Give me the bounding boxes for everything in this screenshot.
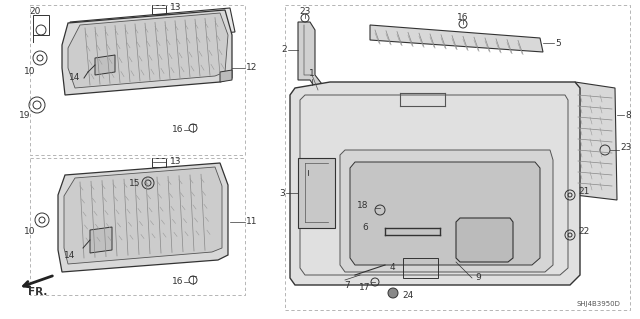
Text: 23: 23 (300, 8, 310, 17)
Text: 17: 17 (359, 284, 371, 293)
Text: 16: 16 (172, 125, 183, 135)
Polygon shape (298, 22, 325, 95)
Text: 8: 8 (625, 110, 631, 120)
Polygon shape (95, 55, 115, 75)
Text: 19: 19 (19, 110, 31, 120)
Polygon shape (290, 82, 580, 285)
Text: 7: 7 (344, 280, 350, 290)
Text: SHJ4B3950D: SHJ4B3950D (576, 301, 620, 307)
Text: 9: 9 (475, 273, 481, 283)
Bar (152, 158, 166, 167)
Text: 16: 16 (172, 278, 183, 286)
Text: 13: 13 (170, 4, 182, 12)
Text: 15: 15 (129, 179, 140, 188)
Polygon shape (70, 8, 235, 46)
Text: 23: 23 (620, 144, 632, 152)
Text: 3: 3 (279, 189, 285, 197)
Polygon shape (350, 162, 540, 265)
Polygon shape (298, 158, 335, 228)
Text: 24: 24 (402, 292, 413, 300)
Text: 22: 22 (578, 227, 589, 236)
Polygon shape (68, 13, 228, 88)
Bar (33, 15, 49, 35)
Circle shape (388, 288, 398, 298)
Text: 10: 10 (24, 68, 36, 77)
Text: 12: 12 (246, 63, 257, 72)
Text: 2: 2 (282, 46, 287, 55)
Polygon shape (62, 10, 232, 95)
Text: 16: 16 (457, 12, 468, 21)
Polygon shape (340, 150, 553, 272)
Text: 10: 10 (24, 227, 36, 236)
Text: 6: 6 (362, 224, 368, 233)
Text: 1: 1 (309, 69, 315, 78)
Polygon shape (220, 70, 232, 82)
Text: 21: 21 (578, 188, 589, 197)
Text: 13: 13 (170, 158, 182, 167)
Polygon shape (58, 163, 228, 272)
Text: 18: 18 (356, 201, 368, 210)
Text: 14: 14 (63, 250, 75, 259)
Text: 5: 5 (555, 39, 561, 48)
Bar (152, 5, 166, 14)
Polygon shape (575, 82, 617, 200)
Text: 4: 4 (389, 263, 395, 272)
Polygon shape (64, 167, 222, 264)
Polygon shape (456, 218, 513, 262)
Polygon shape (90, 227, 112, 253)
Text: 11: 11 (246, 218, 257, 226)
Bar (403, 258, 438, 278)
Text: 14: 14 (68, 73, 80, 83)
Polygon shape (370, 25, 543, 52)
Text: 20: 20 (29, 8, 41, 17)
Text: FR.: FR. (28, 287, 48, 297)
